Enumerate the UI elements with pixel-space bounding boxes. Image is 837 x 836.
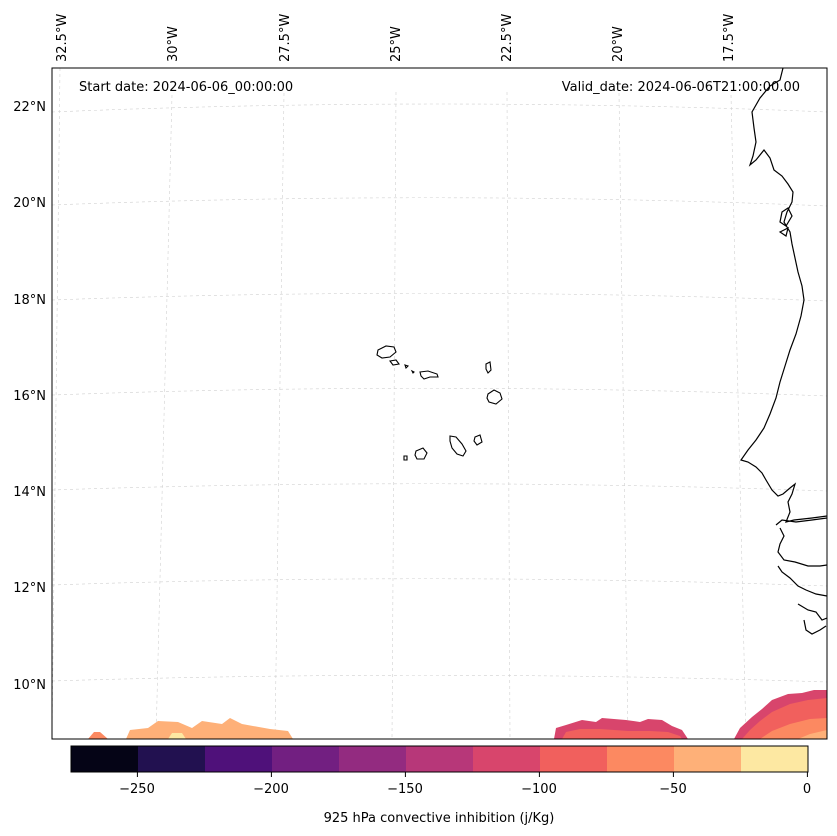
parallel-20n <box>52 197 827 207</box>
latitude-labels: 22°N 20°N 18°N 16°N 14°N 12°N 10°N <box>13 100 46 693</box>
colorbar-title: 925 hPa convective inhibition (j/Kg) <box>324 811 555 826</box>
contour-west-orange <box>88 732 108 739</box>
colorbar-tick-label-3: −100 <box>521 782 557 797</box>
parallel-14n <box>52 483 827 492</box>
meridian-32-5w <box>52 68 61 739</box>
island-santo-antao <box>376 345 397 359</box>
meridian-17-5w <box>730 94 747 739</box>
map-background <box>52 68 827 739</box>
lat-label-16n: 16°N <box>13 389 46 404</box>
island-sal <box>485 361 492 374</box>
cin-contours <box>88 690 827 739</box>
cape-verde-islands <box>376 345 503 461</box>
coast-gambia-senegal <box>775 517 827 635</box>
colorbar-tick-label-2: −150 <box>387 782 423 797</box>
colorbar-tick-label-4: −50 <box>659 782 686 797</box>
lon-label-27-5w: 27.5°W <box>278 14 293 62</box>
map-area: Start date: 2024-06-06_00:00:00 Valid_da… <box>52 68 827 739</box>
colorbar-cell-0 <box>71 746 139 772</box>
island-brava <box>403 455 408 461</box>
lat-label-22n: 22°N <box>13 100 46 115</box>
lat-label-20n: 20°N <box>13 196 46 211</box>
coastline <box>740 68 827 635</box>
contour-west-pale <box>126 718 293 739</box>
colorbar-cell-6 <box>473 746 541 772</box>
meridian-30w <box>155 94 173 739</box>
colorbar-cell-2 <box>205 746 273 772</box>
start-date-label: Start date: 2024-06-06_00:00:00 <box>79 80 293 95</box>
coast-bijagos <box>778 207 793 237</box>
colorbar-ticks: −250 −200 −150 −100 −50 0 <box>119 772 811 797</box>
island-boa-vista <box>486 389 503 405</box>
colorbar-cell-7 <box>540 746 608 772</box>
lat-label-18n: 18°N <box>13 293 46 308</box>
parallel-10n <box>52 674 827 683</box>
lat-label-12n: 12°N <box>13 581 46 596</box>
lon-label-17-5w: 17.5°W <box>722 14 737 62</box>
parallel-22n <box>52 103 827 113</box>
contour-central-mid <box>562 729 682 739</box>
valid-date-label: Valid_date: 2024-06-06T21:00:00.00 <box>562 80 800 95</box>
island-santiago <box>449 435 467 457</box>
colorbar-cell-9 <box>674 746 742 772</box>
colorbar-cell-1 <box>138 746 206 772</box>
island-fogo <box>414 447 428 460</box>
colorbar-cell-8 <box>607 746 675 772</box>
lon-label-32-5w: 32.5°W <box>55 14 70 62</box>
island-santa-luzia <box>404 364 410 370</box>
colorbar-tick-label-5: 0 <box>803 782 811 797</box>
contour-east-pale <box>798 730 827 739</box>
lon-label-30w: 30°W <box>166 26 181 62</box>
lat-label-10n: 10°N <box>13 678 46 693</box>
parallel-16n <box>52 387 827 397</box>
colorbar: −250 −200 −150 −100 −50 0 925 hPa convec… <box>70 745 811 826</box>
lon-label-22-5w: 22.5°W <box>500 14 515 62</box>
colorbar-cell-4 <box>339 746 407 772</box>
island-maio <box>473 434 483 446</box>
colorbar-cell-5 <box>406 746 474 772</box>
colorbar-cell-10 <box>741 746 809 772</box>
colorbar-tick-label-1: −200 <box>253 782 289 797</box>
lon-label-25w: 25°W <box>389 26 404 62</box>
contour-west-light <box>168 733 186 739</box>
lat-label-14n: 14°N <box>13 485 46 500</box>
graticule <box>52 68 827 739</box>
longitude-labels: 32.5°W 30°W 27.5°W 25°W 22.5°W 20°W 17.5… <box>55 14 737 62</box>
map-frame <box>51 67 828 740</box>
parallel-12n <box>52 578 827 587</box>
contour-east-orange <box>760 718 827 739</box>
parallel-18n <box>52 292 827 302</box>
colorbar-cell-3 <box>272 746 340 772</box>
colorbar-frame <box>70 745 809 773</box>
colorbar-tick-label-0: −250 <box>119 782 155 797</box>
colorbar-cells <box>71 746 809 772</box>
island-sao-nicolau <box>410 369 439 380</box>
african-coast <box>740 68 827 523</box>
lon-label-20w: 20°W <box>611 26 626 62</box>
island-sao-vicente <box>389 359 400 366</box>
